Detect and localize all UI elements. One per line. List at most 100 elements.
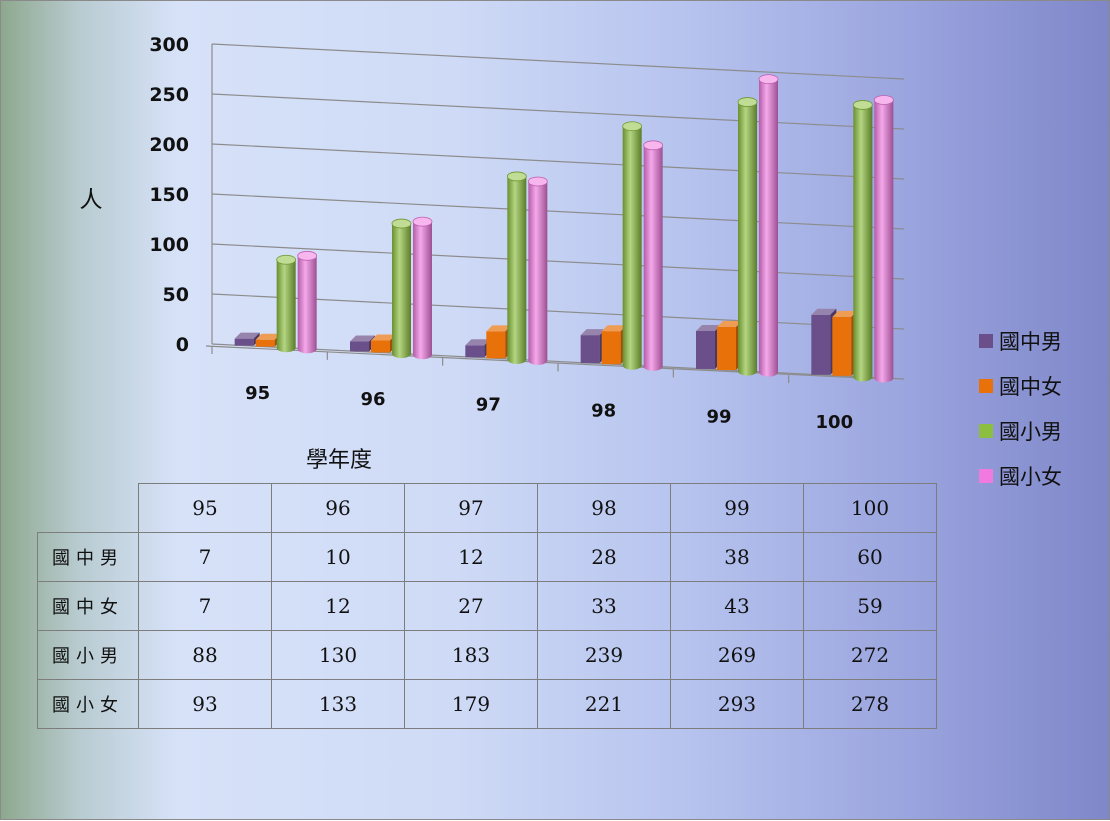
table-cell: 7 xyxy=(138,581,272,631)
table-cell: 43 xyxy=(670,581,804,631)
bar-國小女-97 xyxy=(528,181,548,365)
table-row-label: 國中女 xyxy=(37,581,139,631)
bar-國中女-96 xyxy=(371,340,390,353)
gridline xyxy=(211,193,905,230)
legend-swatch xyxy=(979,469,993,483)
table-cell: 278 xyxy=(803,679,937,729)
bar-top-國小女-96 xyxy=(412,216,433,227)
table-cell: 27 xyxy=(404,581,538,631)
bar-top-國中女-97 xyxy=(486,325,512,332)
bar-top-國中男-96 xyxy=(350,335,375,342)
table-cell: 269 xyxy=(670,630,804,680)
bar-國小女-98 xyxy=(643,145,663,371)
bar-國中女-100 xyxy=(832,316,852,376)
bar-top-國小男-99 xyxy=(737,97,758,107)
table-cell: 272 xyxy=(803,630,937,680)
table-cell: 7 xyxy=(138,532,272,582)
bars-layer xyxy=(234,74,894,383)
bar-國中女-95 xyxy=(255,339,275,347)
bar-國小男-98 xyxy=(622,126,642,370)
table-cell: 12 xyxy=(271,581,405,631)
table-row-label: 國小男 xyxy=(37,630,139,680)
gridline xyxy=(211,343,905,380)
bar-top-國小女-100 xyxy=(873,95,894,105)
x-tick-label: 96 xyxy=(360,389,385,410)
table-cell: 28 xyxy=(537,532,671,582)
bar-top-國中男-98 xyxy=(580,329,606,336)
table-cell: 12 xyxy=(404,532,538,582)
x-tick-label: 98 xyxy=(591,400,616,421)
legend-swatch xyxy=(979,424,993,438)
bar-top-國小女-97 xyxy=(527,176,548,187)
bar-國小男-95 xyxy=(276,259,296,353)
gridline xyxy=(211,93,905,130)
bar-國小女-95 xyxy=(297,255,317,354)
chart-legend: 國中男 國中女 國小男 國小女 xyxy=(979,329,1104,509)
table-cell: 88 xyxy=(138,630,272,680)
bar-國中男-97 xyxy=(465,345,485,358)
bar-國中男-99 xyxy=(696,330,715,369)
bar-國小女-99 xyxy=(759,79,778,377)
data-table: 95 96 97 98 99 100 國中男 7 10 12 28 38 60 國中女 7 12 27 33 43 5… xyxy=(37,483,937,729)
bar-top-國中男-100 xyxy=(811,308,837,315)
table-cell: 293 xyxy=(670,679,804,729)
gridline xyxy=(211,43,905,80)
legend-swatch xyxy=(979,379,993,393)
table-cell: 133 xyxy=(271,679,405,729)
bar-國小男-97 xyxy=(507,176,527,364)
table-cell: 239 xyxy=(537,630,671,680)
bar-top-國小女-98 xyxy=(643,140,664,151)
table-header-cell: 100 xyxy=(803,483,937,533)
y-axis-label: 人 xyxy=(80,187,103,213)
bar-top-國小男-98 xyxy=(622,121,643,132)
y-tick-label: 300 xyxy=(149,34,189,56)
table-row-label: 國中男 xyxy=(37,532,139,582)
bar-top-國小男-100 xyxy=(852,100,873,110)
table-cell: 38 xyxy=(670,532,804,582)
table-cell: 221 xyxy=(537,679,671,729)
legend-swatch xyxy=(979,334,993,348)
bar-top-國中女-98 xyxy=(601,325,627,332)
legend-item: 國中男 xyxy=(979,329,1104,354)
table-corner xyxy=(37,483,139,533)
gridline xyxy=(211,143,905,180)
gridline xyxy=(211,293,905,330)
y-tick-label: 100 xyxy=(149,234,189,256)
legend-label: 國中男 xyxy=(999,330,1062,354)
y-tick-label: 150 xyxy=(149,184,189,206)
bar-國小女-100 xyxy=(874,99,894,383)
bar-國中男-95 xyxy=(234,338,254,346)
table-row: 國小女 93 133 179 221 293 278 xyxy=(37,679,937,729)
bar-top-國中女-100 xyxy=(832,310,858,317)
legend-item: 國小女 xyxy=(979,464,1104,489)
bar-國中男-96 xyxy=(350,341,369,352)
bar-國中女-97 xyxy=(486,331,506,359)
bar-國中男-100 xyxy=(811,314,831,375)
bar-國中女-98 xyxy=(601,331,621,365)
x-axis-label: 學年度 xyxy=(306,448,372,473)
table-header-cell: 99 xyxy=(670,483,804,533)
table-row-label: 國小女 xyxy=(37,679,139,729)
bar-國小女-96 xyxy=(413,221,432,360)
x-tick-label: 97 xyxy=(476,395,501,416)
table-header-row: 95 96 97 98 99 100 xyxy=(37,483,937,533)
table-cell: 179 xyxy=(404,679,538,729)
table-header-cell: 98 xyxy=(537,483,671,533)
bar-top-國小男-97 xyxy=(506,171,527,182)
table-row: 國小男 88 130 183 239 269 272 xyxy=(37,630,937,680)
bar-國中女-99 xyxy=(717,327,736,371)
y-tick-label: 250 xyxy=(149,84,189,106)
y-tick-label: 0 xyxy=(176,334,189,356)
bar-top-國中女-96 xyxy=(371,334,396,341)
legend-item: 國中女 xyxy=(979,374,1104,399)
bar-國中男-98 xyxy=(580,335,600,364)
x-tick-label: 95 xyxy=(245,383,270,404)
bar-國小男-100 xyxy=(853,104,873,382)
table-header-cell: 97 xyxy=(404,483,538,533)
y-tick-label: 200 xyxy=(149,134,189,156)
table-cell: 60 xyxy=(803,532,937,582)
table-cell: 10 xyxy=(271,532,405,582)
bar-top-國小女-99 xyxy=(758,74,779,85)
